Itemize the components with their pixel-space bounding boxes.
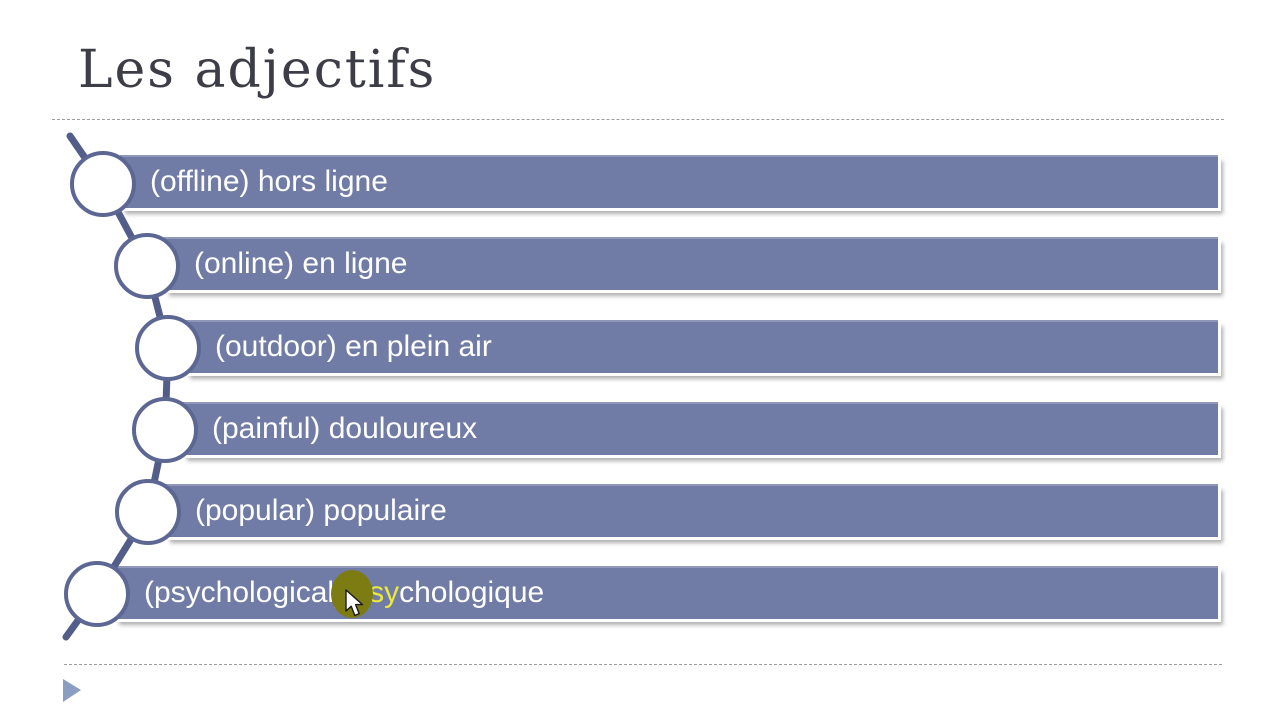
slide-title: Les adjectifs — [78, 40, 437, 100]
title-divider — [52, 119, 1224, 120]
adjective-bar-outdoor: (outdoor) en plein air — [185, 320, 1218, 373]
adjective-bar-painful: (painful) douloureux — [182, 402, 1218, 455]
adjective-label: (outdoor) en plein air — [215, 330, 492, 363]
adjective-label: (painful) douloureux — [212, 412, 478, 445]
adjective-bar-popular: (popular) populaire — [165, 484, 1218, 537]
adjective-label: (psychological) psychologique — [114, 566, 1218, 619]
zigzag-connector-line — [62, 132, 172, 641]
adjective-bar-psychological: (psychological) psychologique — [114, 566, 1218, 619]
adjective-bar-online: (online) en ligne — [164, 237, 1218, 290]
adjective-label: (offline) hors ligne — [150, 165, 388, 198]
label-prefix: (psychological) — [144, 576, 353, 609]
label-suffix: chologique — [399, 576, 545, 609]
cursor-highlight — [331, 570, 373, 618]
adjective-label: (popular) populaire — [195, 494, 447, 527]
adjective-bar-offline: (offline) hors ligne — [120, 155, 1218, 208]
adjective-label: (online) en ligne — [194, 247, 408, 280]
next-slide-triangle-icon — [63, 679, 81, 702]
footer-divider — [64, 664, 1222, 665]
